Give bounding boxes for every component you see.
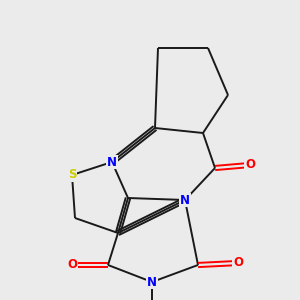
Text: O: O — [245, 158, 255, 172]
Text: N: N — [107, 155, 117, 169]
Text: N: N — [147, 275, 157, 289]
Text: S: S — [68, 169, 76, 182]
Text: N: N — [180, 194, 190, 206]
Text: O: O — [233, 256, 243, 269]
Text: O: O — [67, 259, 77, 272]
